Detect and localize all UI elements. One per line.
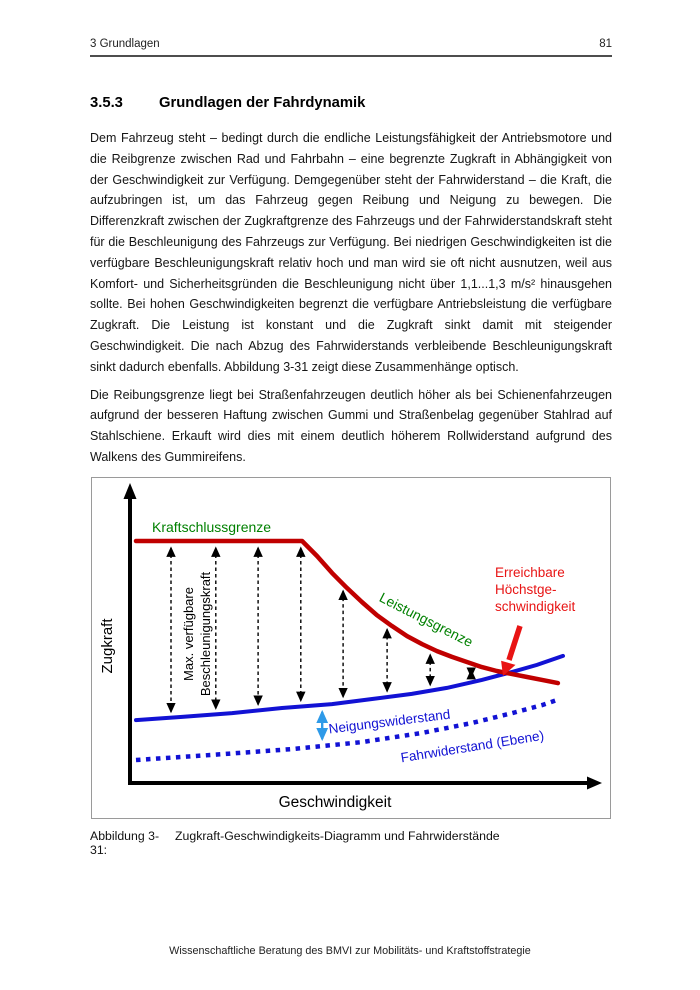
page-footer: Wissenschaftliche Beratung des BMVI zur … (169, 945, 531, 957)
running-header: 3 Grundlagen 81 (90, 38, 612, 57)
running-header-chapter: 3 Grundlagen (90, 38, 160, 50)
paragraph-reibungsgrenze: Die Reibungsgrenze liegt bei Straßenfahr… (90, 387, 612, 464)
figure-caption-text: Zugkraft-Geschwindigkeits-Diagramm und F… (175, 828, 500, 843)
label-leistungsgrenze: Leistungsgrenze (377, 589, 476, 650)
label-erreichbare-line1: Erreichbare (495, 565, 565, 580)
section-heading: 3.5.3 Grundlagen der Fahrdynamik (90, 95, 612, 111)
figure-zugkraft-diagramm: Kraftschlussgrenze Leistungsgrenze Errei… (91, 476, 611, 819)
zugkraft-geschwindigkeit-chart: Kraftschlussgrenze Leistungsgrenze Errei… (99, 482, 602, 811)
label-neigungswiderstand: Neigungswiderstand (328, 706, 451, 736)
label-kraftschlussgrenze: Kraftschlussgrenze (152, 519, 271, 535)
x-axis-label: Geschwindigkeit (279, 794, 393, 811)
acceleration-arrows-group (166, 546, 476, 714)
section-title: Grundlagen der Fahrdynamik (159, 95, 366, 111)
curve-fahrwiderstand-ebene (135, 696, 561, 762)
axes (123, 482, 602, 790)
curve-fahrwiderstand-neigung (134, 653, 565, 722)
hoechstgeschwindigkeit-arrow-icon (501, 624, 523, 676)
x-axis-arrowhead-icon (587, 776, 602, 790)
section-number: 3.5.3 (90, 95, 123, 111)
label-erreichbare-line3: schwindigkeit (495, 599, 576, 614)
label-fahrwiderstand-ebene: Fahrwiderstand (Ebene) (400, 728, 545, 765)
label-erreichbare-line2: Höchstge- (495, 582, 557, 597)
y-axis-arrowhead-icon (123, 482, 137, 499)
label-max-verfuegbare-line1: Max. verfügbare (181, 587, 196, 681)
figure-caption: Abbildung 3-31: Zugkraft-Geschwindigkeit… (90, 829, 612, 857)
curve-zugkraftgrenze (133, 538, 561, 686)
page-content: 3.5.3 Grundlagen der Fahrdynamik Dem Fah… (90, 95, 612, 857)
page-number: 81 (599, 38, 612, 50)
y-axis-label: Zugkraft (99, 617, 116, 673)
label-max-verfuegbare-line2: Beschleunigungskraft (198, 571, 213, 696)
figure-caption-label: Abbildung 3-31: (90, 828, 160, 857)
paragraph-fahrdynamik: Dem Fahrzeug steht – bedingt durch die e… (90, 131, 612, 374)
